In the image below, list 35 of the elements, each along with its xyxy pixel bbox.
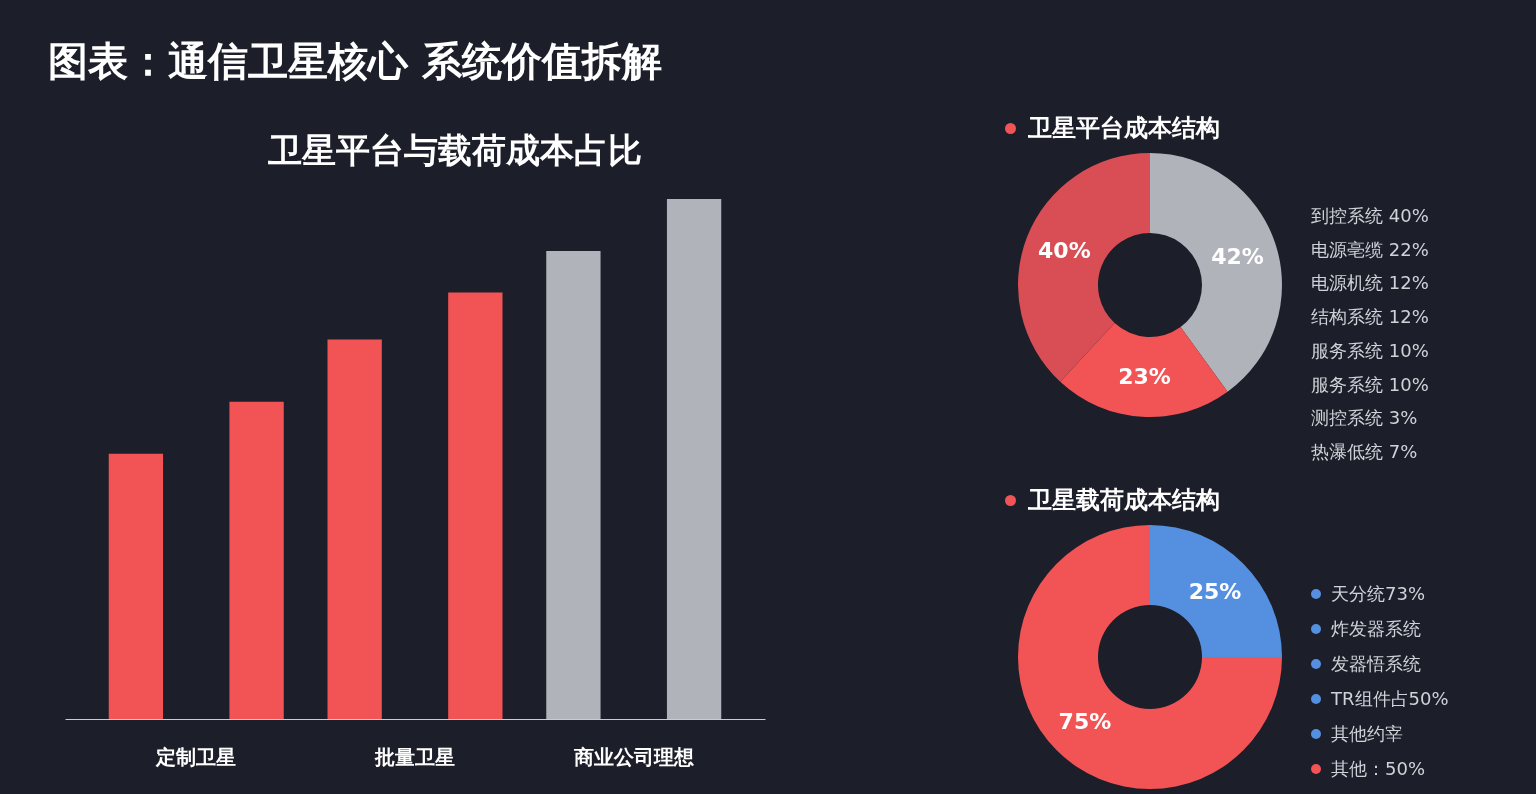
text: 其他：50%: [1331, 757, 1426, 781]
text: 其他约宰: [1331, 722, 1403, 746]
bar: [448, 292, 503, 719]
data-label: 75%: [1058, 709, 1112, 735]
data-label: 23%: [1118, 363, 1171, 389]
bar: [546, 251, 601, 719]
text: 电源亳缆 22%: [1311, 237, 1429, 262]
chart-subtitle: 卫星平台与载荷成本占比: [267, 130, 642, 170]
donut-slice: [1060, 323, 1228, 417]
text: 炸发器系统: [1331, 617, 1421, 641]
donut-slice: [1150, 525, 1282, 657]
data-label: 25%: [1188, 578, 1242, 604]
data-label: 40%: [1038, 238, 1091, 264]
chart-title: 卫星载荷成本结构: [1028, 485, 1220, 516]
chart-title: 卫星平台成本结构: [1028, 113, 1220, 144]
text: 电源机统 12%: [1311, 271, 1429, 296]
text: 服务系统 10%: [1311, 372, 1429, 397]
bar: [229, 401, 284, 719]
text: 服务系统 10%: [1311, 338, 1429, 363]
bar: [327, 339, 382, 719]
text: 天分统73%: [1331, 582, 1426, 606]
bar: [108, 453, 164, 719]
x-tick-label: 批量卫星: [374, 744, 455, 769]
text: 到控系统 40%: [1311, 204, 1429, 228]
x-tick-label: 商业公司理想: [572, 744, 694, 769]
x-tick-label: 定制卫星: [155, 744, 237, 769]
donut-slice: [1018, 525, 1282, 789]
bar: [666, 199, 722, 719]
text: 结构系统 12%: [1311, 305, 1429, 330]
text: 热瀑低统 7%: [1311, 439, 1418, 464]
data-label: 42%: [1211, 243, 1264, 269]
text: 测控系统 3%: [1311, 406, 1418, 431]
chart-title: 图表：通信卫星核心 系统价值拆解: [48, 37, 662, 86]
text: TR组件占50%: [1331, 687, 1449, 711]
text: 发器悟系统: [1331, 652, 1421, 676]
